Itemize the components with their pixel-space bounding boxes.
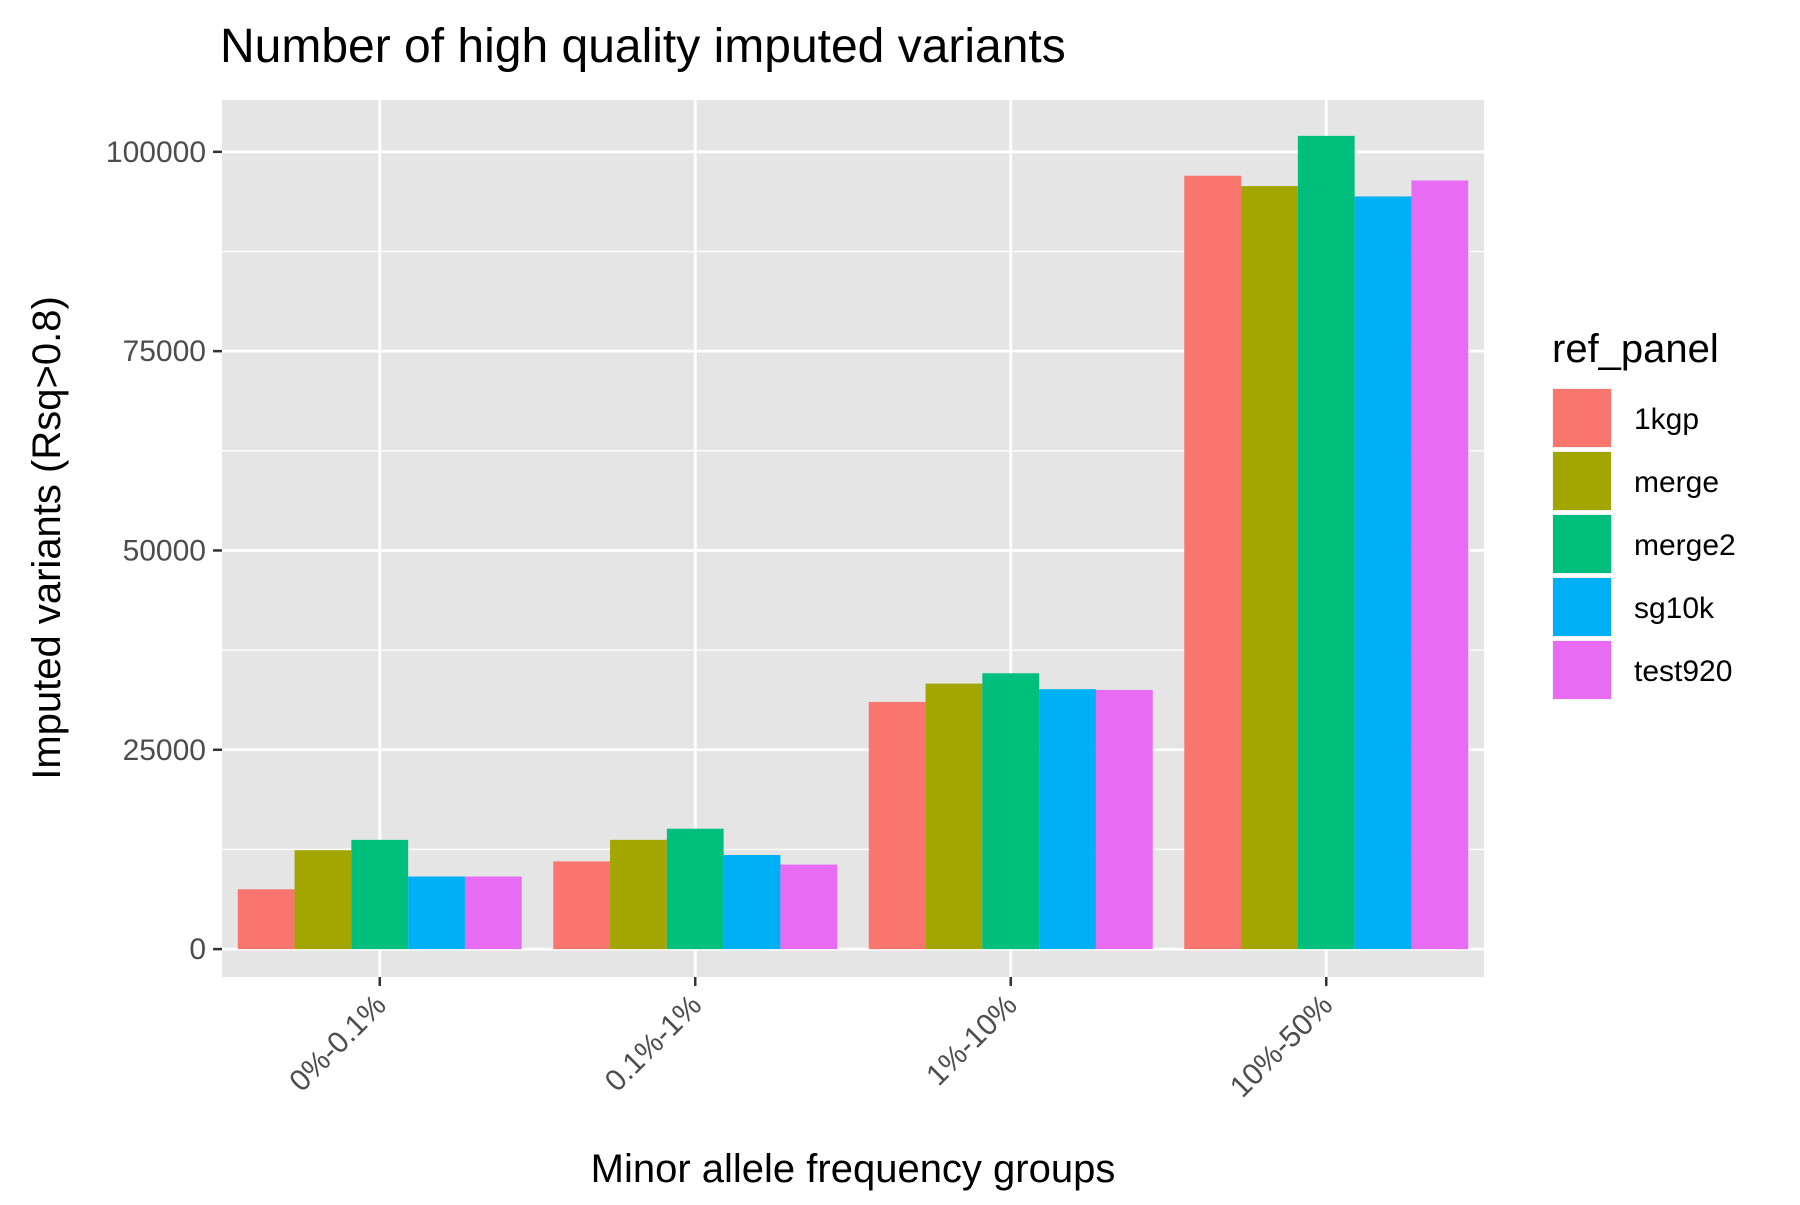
legend-swatch-merge xyxy=(1553,452,1611,510)
y-tick-label: 25000 xyxy=(123,734,206,767)
x-tick-label: 10%-50% xyxy=(1224,989,1339,1104)
y-tick-label: 0 xyxy=(189,933,206,966)
legend-swatch-1kgp xyxy=(1553,389,1611,447)
legend-label-merge: merge xyxy=(1634,466,1719,499)
x-axis: 0%-0.1% 0.1%-1% 1%-10% 10%-50% xyxy=(283,977,1339,1104)
legend-label-test920: test920 xyxy=(1634,655,1732,688)
legend-swatch-sg10k xyxy=(1553,578,1611,636)
bar-1kgp-3 xyxy=(1184,175,1242,950)
legend-label-merge2: merge2 xyxy=(1634,529,1736,562)
y-tick-label: 50000 xyxy=(123,534,206,567)
bar-merge2-2 xyxy=(982,673,1040,950)
bar-sg10k-0 xyxy=(408,876,465,950)
bar-test920-0 xyxy=(464,876,522,950)
y-tick-label: 100000 xyxy=(106,136,206,169)
bar-merge-0 xyxy=(294,850,352,950)
legend-label-sg10k: sg10k xyxy=(1634,592,1715,625)
legend-label-1kgp: 1kgp xyxy=(1634,403,1699,436)
bars xyxy=(237,135,1469,950)
bar-merge-2 xyxy=(925,683,983,950)
x-axis-title: Minor allele frequency groups xyxy=(591,1147,1116,1191)
bar-sg10k-1 xyxy=(723,855,781,950)
legend: ref_panel 1kgp merge merge2 sg10k test920 xyxy=(1552,327,1736,700)
legend-title: ref_panel xyxy=(1552,327,1719,371)
bar-merge-1 xyxy=(610,839,667,950)
y-tick-label: 75000 xyxy=(123,335,206,368)
x-tick-label: 1%-10% xyxy=(920,989,1024,1093)
bar-merge2-1 xyxy=(666,828,724,950)
bar-1kgp-1 xyxy=(553,861,611,950)
bar-merge2-3 xyxy=(1297,135,1355,950)
legend-swatch-merge2 xyxy=(1553,515,1611,573)
y-axis-title: Imputed variants (Rsq>0.8) xyxy=(25,296,69,780)
bar-1kgp-2 xyxy=(868,701,926,950)
bar-test920-3 xyxy=(1411,180,1469,950)
y-axis: 0 25000 50000 75000 100000 xyxy=(106,136,222,966)
x-tick-label: 0%-0.1% xyxy=(283,989,392,1098)
chart-title: Number of high quality imputed variants xyxy=(220,20,1066,73)
bar-merge-3 xyxy=(1241,186,1298,950)
x-tick-label: 0.1%-1% xyxy=(599,989,708,1098)
legend-swatch-test920 xyxy=(1553,641,1611,699)
bar-test920-1 xyxy=(780,864,838,950)
bar-sg10k-3 xyxy=(1354,196,1412,950)
legend-items: 1kgp merge merge2 sg10k test920 xyxy=(1552,388,1736,700)
bar-test920-2 xyxy=(1095,689,1153,950)
bar-merge2-0 xyxy=(351,839,409,950)
bar-sg10k-2 xyxy=(1039,689,1096,950)
bar-1kgp-0 xyxy=(237,889,295,950)
